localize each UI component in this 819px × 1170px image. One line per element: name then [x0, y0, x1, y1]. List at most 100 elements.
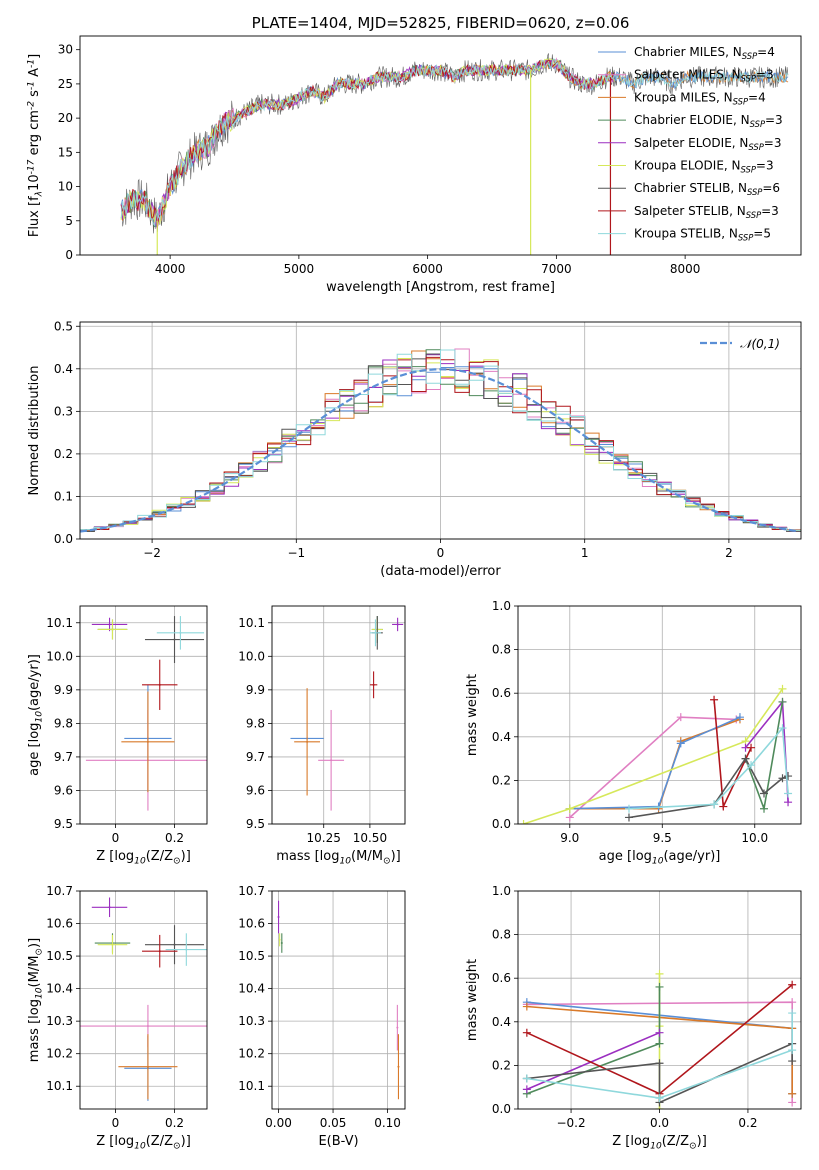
- y-tick-label: 10.6: [46, 917, 73, 931]
- y-tick-label: 0.1: [54, 489, 73, 503]
- plus-marker: [788, 1089, 797, 1098]
- label-fragment: (M/M: [351, 849, 383, 864]
- label-fragment: 0: [112, 1116, 120, 1130]
- x-tick-label: 0.2: [165, 831, 184, 845]
- plus-marker: [784, 798, 793, 807]
- label-fragment: 0.0: [54, 532, 73, 546]
- x-tick-label: −1: [287, 546, 305, 560]
- y-tick-label: 10.7: [238, 884, 265, 898]
- label-fragment: −0.2: [556, 1116, 585, 1130]
- legend-label: Chabrier MILES, NSSP​=4: [634, 45, 775, 61]
- plus-marker: [788, 1098, 797, 1107]
- weight-line: [523, 688, 784, 824]
- label-fragment: 10: [34, 711, 44, 723]
- label-fragment: )]: [391, 849, 401, 864]
- label-fragment: =3: [764, 136, 782, 150]
- plus-marker: [522, 1002, 531, 1011]
- label-fragment: −1: [287, 546, 305, 560]
- x-tick-label: 0: [112, 831, 120, 845]
- label-fragment: s: [27, 90, 42, 101]
- x-tick-label: 10.50: [353, 831, 387, 845]
- label-fragment: Z [log: [96, 1134, 134, 1149]
- weight-line: [526, 1013, 793, 1099]
- y-tick-label: 0.6: [492, 971, 511, 985]
- data-point: [108, 623, 111, 626]
- label-fragment: 9.7: [54, 750, 73, 764]
- x-tick-label: 9.5: [653, 831, 672, 845]
- y-axis-label: Flux [fλ​10-17​ erg cm-2​ s-1​ A-1​]: [26, 54, 44, 237]
- plus-marker: [778, 684, 787, 693]
- y-tick-label: 9.9: [54, 683, 73, 697]
- label-fragment: 10.7: [46, 884, 73, 898]
- plus-marker: [760, 789, 769, 798]
- label-fragment: 10.1: [238, 1079, 265, 1093]
- label-fragment: )]: [27, 938, 42, 948]
- y-tick-label: 10.1: [238, 1079, 265, 1093]
- label-fragment: 0.5: [54, 319, 73, 333]
- plus-marker: [519, 820, 528, 824]
- plus-marker: [784, 772, 793, 781]
- legend-label: Kroupa STELIB, NSSP​=5: [634, 227, 771, 243]
- legend-label: Chabrier STELIB, NSSP​=6: [634, 181, 780, 197]
- label-fragment: 0.4: [492, 1015, 511, 1029]
- label-fragment: 0.2: [165, 831, 184, 845]
- y-tick-label: 0.2: [492, 1058, 511, 1072]
- label-fragment: 0.2: [165, 1116, 184, 1130]
- data-point: [146, 1065, 149, 1068]
- x-tick-label: 0: [437, 546, 445, 560]
- y-axis-label: mass weight: [465, 959, 480, 1041]
- label-fragment: )]: [181, 849, 191, 864]
- plus-marker: [778, 724, 787, 733]
- label-fragment: -1: [26, 59, 36, 68]
- label-fragment: 0.2: [54, 447, 73, 461]
- plus-marker: [760, 804, 769, 813]
- gaussian-curve: [80, 368, 799, 533]
- weight-line: [744, 699, 789, 803]
- legend-label: Kroupa MILES, NSSP​=4: [634, 90, 766, 106]
- label-fragment: 10.3: [238, 1014, 265, 1028]
- label-fragment: 10.50: [353, 831, 387, 845]
- plus-marker: [741, 754, 750, 763]
- chart-weight-vs-Z: −0.2 0.0 0.2 0.0 0.2 0.4 0.6 0.8 1.0 Z [log10​(Z/…: [465, 884, 802, 1151]
- label-fragment: Normed distribution: [27, 366, 42, 496]
- chart-weight-vs-age: 9.0 9.5 10.0 0.0 0.2 0.4 0.6 0.8 1.0 age [log10​(…: [465, 599, 802, 866]
- label-fragment: Chabrier STELIB, N: [634, 181, 747, 195]
- axes-frame: [517, 605, 802, 825]
- plus-marker: [788, 998, 797, 1007]
- y-tick-label: 0.0: [54, 532, 73, 546]
- y-tick-label: 10.2: [46, 1047, 73, 1061]
- label-fragment: =6: [762, 181, 780, 195]
- chart-spectrum: 4000 5000 6000 7000 8000 0 5 10 15 20 25 30 waveleng…: [26, 14, 802, 295]
- legend-label: Salpeter MILES, NSSP​=3: [634, 68, 774, 84]
- label-fragment: Flux [f: [27, 196, 42, 237]
- label-fragment: mass weight: [465, 674, 480, 756]
- data-point: [146, 740, 149, 743]
- plus-marker: [710, 695, 719, 704]
- x-tick-label: 4000: [155, 262, 186, 276]
- chart-mass-vs-EBV: 0.00 0.05 0.10 10.1 10.2 10.3 10.4 10.5 10.6 10.7…: [238, 884, 406, 1149]
- plus-marker: [788, 980, 797, 989]
- plus-marker: [735, 713, 744, 722]
- label-fragment: 10.5: [46, 949, 73, 963]
- label-fragment: SSP: [733, 96, 749, 106]
- y-tick-label: 10: [58, 180, 73, 194]
- y-tick-label: 25: [58, 77, 73, 91]
- data-point: [173, 943, 176, 946]
- label-fragment: =3: [761, 204, 779, 218]
- chart-mass-vs-Z: 0 0.210.110.210.310.410.510.610.7Z [log10…: [27, 884, 208, 1151]
- x-tick-label: 1: [581, 546, 589, 560]
- label-fragment: 7000: [541, 262, 572, 276]
- chart-residuals: −2 −1 0 1 2 0.0 0.1 0.2 0.3 0.4 0.5 (data-model)/er…: [27, 319, 802, 579]
- label-fragment: 30: [58, 43, 73, 57]
- data-point: [372, 683, 375, 686]
- y-tick-label: 9.9: [246, 683, 265, 697]
- label-fragment: mass weight: [465, 959, 480, 1041]
- errorbars: [290, 616, 404, 811]
- spectrum-lines: [120, 53, 789, 255]
- data-point: [158, 683, 161, 686]
- label-fragment: 10: [339, 856, 351, 866]
- label-fragment: 0.00: [265, 1116, 292, 1130]
- x-tick-label: 0.2: [165, 1116, 184, 1130]
- x-tick-label: 7000: [541, 262, 572, 276]
- errorbars: [85, 616, 207, 811]
